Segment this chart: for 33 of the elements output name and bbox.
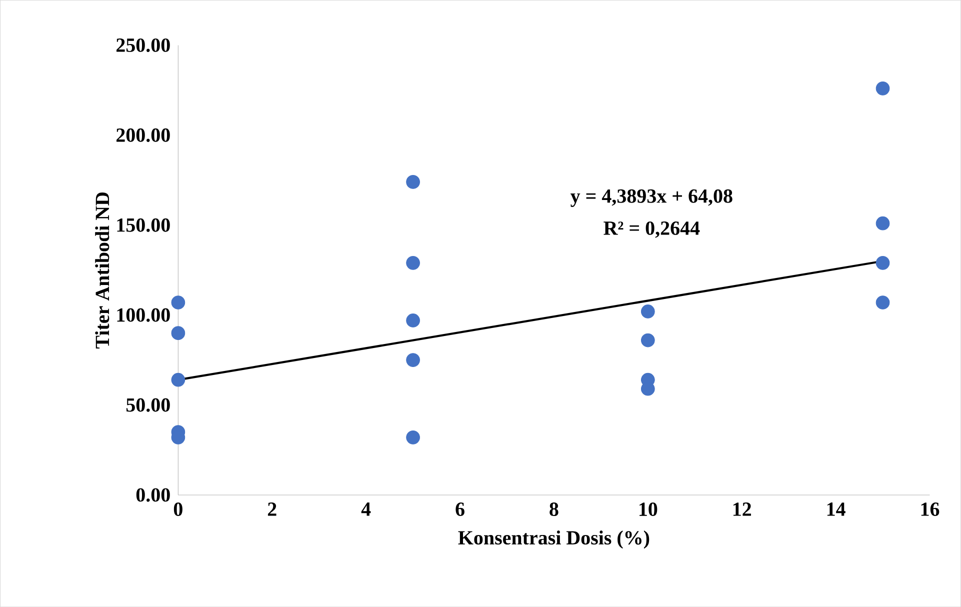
point xyxy=(406,174,420,189)
point xyxy=(876,216,890,230)
point xyxy=(640,333,655,348)
x-tick-label: 0 xyxy=(174,502,182,516)
annotation: R² = 0,2644 xyxy=(604,221,700,238)
x-tick-label: 2 xyxy=(268,502,276,516)
y-axis-title: Titer Antibodi ND xyxy=(95,192,110,348)
x-tick-label: 10 xyxy=(640,502,658,516)
point xyxy=(406,353,420,367)
y-tick-label: 150.00 xyxy=(117,218,170,232)
point xyxy=(406,430,420,444)
point xyxy=(876,256,890,270)
x-tick-label: 6 xyxy=(456,502,464,516)
point xyxy=(171,326,186,340)
y-tick-label: 250.00 xyxy=(116,38,170,52)
point xyxy=(171,295,186,310)
y-tick-label: 0.00 xyxy=(136,488,170,502)
x-tick-label: 16 xyxy=(921,502,940,516)
x-tick-label: 8 xyxy=(550,502,558,516)
point xyxy=(876,81,890,96)
x-tick-label: 4 xyxy=(361,502,371,516)
annotation: y = 4,3893x + 64,08 xyxy=(570,189,732,207)
x-axis-title: Konsentrasi Dosis (%) xyxy=(458,530,650,549)
point xyxy=(406,313,420,328)
x-tick-label: 12 xyxy=(733,502,751,516)
point xyxy=(171,372,186,387)
y-tick-label: 50.00 xyxy=(126,398,170,412)
x-tick-label: 14 xyxy=(827,502,846,516)
y-tick-label: 100.00 xyxy=(117,308,170,322)
point xyxy=(876,295,890,310)
y-tick-label: 200.00 xyxy=(116,128,170,142)
point xyxy=(406,256,420,270)
point xyxy=(640,304,655,318)
